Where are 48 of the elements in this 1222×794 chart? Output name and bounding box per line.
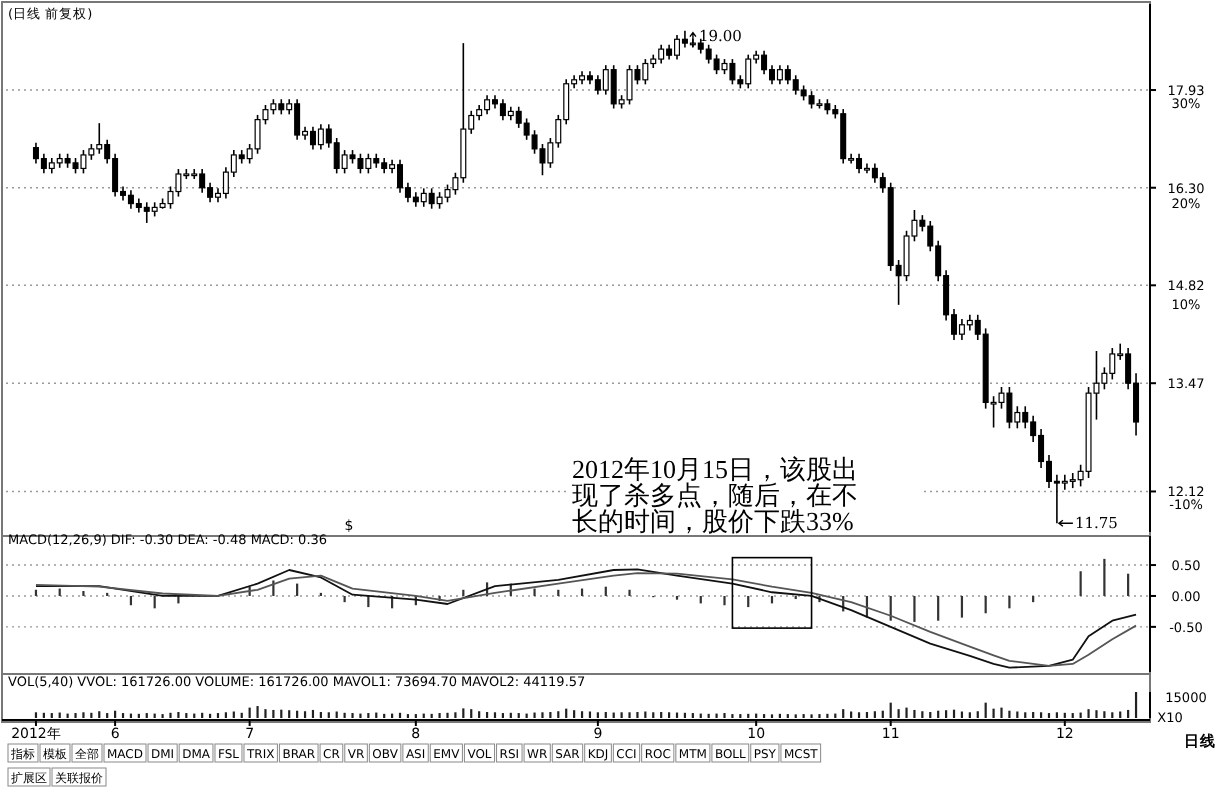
candlestick <box>365 152 372 175</box>
candlestick <box>309 125 316 151</box>
candlestick <box>96 122 103 155</box>
candlestick <box>642 58 649 86</box>
candlestick <box>713 53 720 75</box>
candlestick <box>1022 405 1029 430</box>
candlestick <box>1069 472 1076 489</box>
candlestick <box>658 43 665 65</box>
candlestick <box>729 58 736 86</box>
candlestick <box>626 64 633 106</box>
candlestick <box>745 53 752 90</box>
candlestick <box>207 181 214 204</box>
candlestick <box>499 98 506 122</box>
candlestick <box>776 64 783 86</box>
candlestick <box>143 201 150 224</box>
candlestick <box>294 98 301 141</box>
candlestick <box>127 189 134 210</box>
candlestick <box>784 64 791 86</box>
candlestick <box>341 149 348 175</box>
candlestick <box>840 108 847 165</box>
candlestick <box>1006 386 1013 430</box>
candlestick <box>792 74 799 96</box>
candlestick <box>515 105 522 129</box>
candlestick <box>175 168 182 198</box>
candlestick <box>80 149 87 175</box>
line-series <box>35 572 1137 667</box>
candlestick <box>199 168 206 194</box>
candlestick <box>357 152 364 175</box>
candlestick <box>428 187 435 210</box>
candlestick <box>484 94 491 116</box>
candlestick <box>610 64 617 110</box>
candlestick <box>856 152 863 175</box>
candlestick <box>594 74 601 96</box>
candlestick <box>761 49 768 75</box>
candlestick <box>705 43 712 65</box>
candlestick <box>112 152 119 198</box>
candlestick <box>958 318 965 341</box>
candlestick <box>254 114 261 155</box>
candlestick <box>317 123 324 151</box>
annotation: 2012年10月15日，该股出现了杀多点，随后，在不长的时间，股价下跌33% <box>572 454 858 536</box>
candlestick <box>420 187 427 208</box>
candlestick <box>40 152 47 175</box>
candlestick <box>1109 347 1116 381</box>
candlestick <box>397 159 404 194</box>
candlestick <box>32 142 39 165</box>
candlestick <box>674 34 681 61</box>
candlestick <box>1061 473 1068 491</box>
candlestick <box>871 162 878 184</box>
